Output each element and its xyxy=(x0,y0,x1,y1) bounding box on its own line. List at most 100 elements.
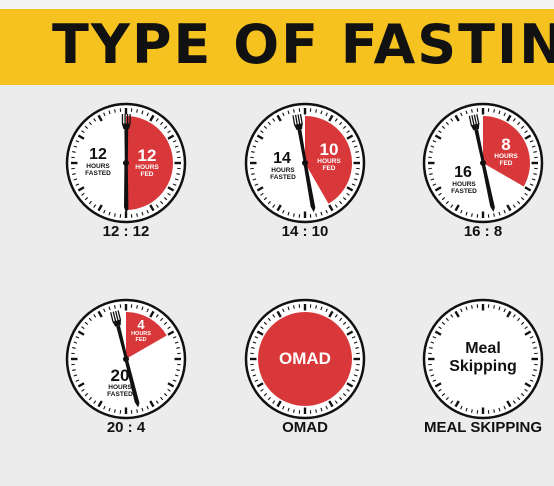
minor-tick xyxy=(263,393,268,397)
minor-tick xyxy=(263,197,268,201)
minor-tick xyxy=(325,209,328,214)
minor-tick xyxy=(254,140,259,143)
major-tick xyxy=(524,134,532,140)
minor-tick xyxy=(512,314,516,318)
minor-tick xyxy=(351,336,356,339)
minor-tick xyxy=(493,109,495,113)
fasted-label: HOURS FASTED xyxy=(263,167,303,182)
minor-tick xyxy=(176,151,180,153)
clock-caption: 14 : 10 xyxy=(281,223,329,240)
minor-tick xyxy=(272,400,276,404)
clock-20-4: 20 HOURS FASTED 4 HOURS FED 20 : 4 xyxy=(64,297,188,436)
major-tick xyxy=(328,204,334,212)
major-tick xyxy=(454,204,460,212)
minor-tick xyxy=(160,200,164,205)
minor-tick xyxy=(430,374,435,377)
minor-tick xyxy=(287,110,290,115)
fasted-hours: 12 xyxy=(89,146,107,163)
minor-tick xyxy=(72,173,76,175)
minor-tick xyxy=(531,178,536,181)
minor-tick xyxy=(108,110,111,115)
minor-tick xyxy=(498,407,501,412)
major-tick xyxy=(328,310,334,318)
minor-tick xyxy=(174,341,179,344)
major-tick xyxy=(506,310,512,318)
fasted-hours: 20 xyxy=(110,366,130,385)
minor-tick xyxy=(524,326,528,330)
minor-tick xyxy=(517,121,521,126)
minor-tick xyxy=(114,409,116,413)
minor-tick xyxy=(346,326,350,330)
major-tick xyxy=(506,114,512,122)
major-tick xyxy=(149,400,155,408)
fork-icon xyxy=(121,114,131,213)
clock-face xyxy=(65,298,187,420)
clock-face xyxy=(65,102,187,224)
minor-tick xyxy=(524,192,528,196)
minor-tick xyxy=(167,192,171,196)
minor-tick xyxy=(251,369,255,371)
minor-tick xyxy=(493,409,495,413)
minor-tick xyxy=(512,118,516,122)
minor-tick xyxy=(432,183,437,186)
minor-tick xyxy=(445,396,449,401)
clock-14-10: 14 HOURS FASTED 10 HOURS FED 14 : 10 xyxy=(243,101,367,240)
minor-tick xyxy=(355,369,359,371)
minor-tick xyxy=(334,400,338,404)
minor-tick xyxy=(160,317,164,322)
minor-tick xyxy=(146,308,149,313)
clock-12-12: 12 HOURS FASTED 12 HOURS FED 12 : 12 xyxy=(64,101,188,240)
minor-tick xyxy=(93,314,97,318)
minor-tick xyxy=(108,407,111,412)
minor-tick xyxy=(103,209,106,214)
minor-tick xyxy=(108,211,111,216)
minor-tick xyxy=(438,130,442,134)
tick-marks xyxy=(428,108,538,218)
minor-tick xyxy=(533,347,537,349)
clock-face xyxy=(244,102,366,224)
major-tick xyxy=(524,382,532,388)
minor-tick xyxy=(533,173,537,175)
minor-tick xyxy=(524,130,528,134)
tick-marks xyxy=(428,304,538,414)
minor-tick xyxy=(293,305,295,309)
minor-tick xyxy=(251,151,255,153)
minor-tick xyxy=(172,140,177,143)
minor-tick xyxy=(351,183,356,186)
clock-face xyxy=(422,298,544,420)
minor-tick xyxy=(355,347,359,349)
minor-tick xyxy=(520,197,525,201)
minor-tick xyxy=(293,213,295,217)
minor-tick xyxy=(445,121,449,126)
clock-meal-skipping: Meal Skipping MEAL SKIPPING xyxy=(421,297,545,436)
minor-tick xyxy=(353,341,358,344)
minor-tick xyxy=(254,183,259,186)
minor-tick xyxy=(73,374,78,377)
minor-tick xyxy=(533,369,537,371)
minor-tick xyxy=(438,192,442,196)
clock-16-8: 16 HOURS FASTED 8 HOURS FED 16 : 8 xyxy=(421,101,545,240)
major-tick xyxy=(167,330,175,336)
minor-tick xyxy=(267,200,271,205)
minor-tick xyxy=(108,306,111,311)
minor-tick xyxy=(93,204,97,208)
minor-tick xyxy=(517,396,521,401)
minor-tick xyxy=(460,405,463,410)
minor-tick xyxy=(460,308,463,313)
fed-hours: 12 xyxy=(137,146,157,165)
minor-tick xyxy=(342,125,347,129)
major-tick xyxy=(506,400,512,408)
fed-sector xyxy=(483,116,530,187)
minor-tick xyxy=(531,374,536,377)
minor-tick xyxy=(450,204,454,208)
minor-tick xyxy=(81,130,85,134)
minor-tick xyxy=(334,314,338,318)
minor-tick xyxy=(450,400,454,404)
minor-tick xyxy=(136,109,138,113)
minor-tick xyxy=(272,118,276,122)
minor-tick xyxy=(438,326,442,330)
minor-tick xyxy=(450,314,454,318)
minor-tick xyxy=(84,197,89,201)
minor-tick xyxy=(529,336,534,339)
fed-hours: 10 xyxy=(319,140,339,159)
